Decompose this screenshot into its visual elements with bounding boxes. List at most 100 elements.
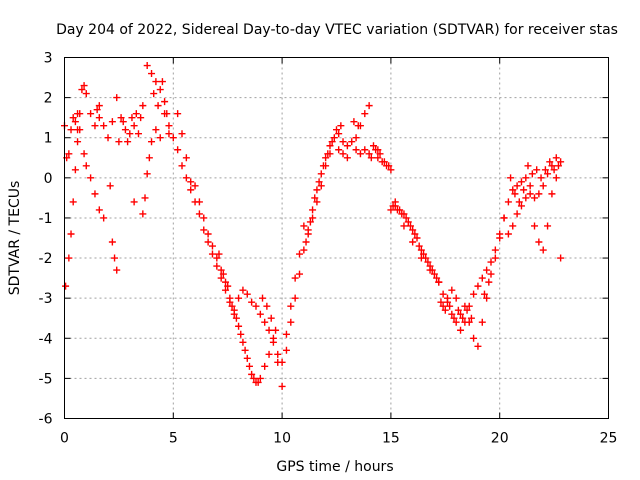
data-point [222, 286, 230, 294]
data-point [535, 190, 543, 198]
data-point [95, 102, 103, 110]
data-point [174, 146, 182, 154]
data-point [195, 210, 203, 218]
data-point [204, 230, 212, 238]
data-point [143, 170, 151, 178]
data-point [393, 206, 401, 214]
data-point [278, 358, 286, 366]
data-point [250, 374, 258, 382]
data-point [557, 254, 565, 262]
y-axis-title: SDTVAR / TECUs [7, 181, 23, 296]
data-point [69, 198, 77, 206]
grid [64, 57, 609, 419]
data-point [365, 150, 373, 158]
data-point [113, 266, 121, 274]
data-point [165, 130, 173, 138]
data-point [265, 326, 273, 334]
data-point [389, 202, 397, 210]
y-tick-label: 2 [44, 91, 53, 107]
data-point [287, 302, 295, 310]
data-point [191, 182, 199, 190]
data-point [557, 158, 565, 166]
data-point [361, 146, 369, 154]
data-point [522, 174, 530, 182]
data-point [302, 238, 310, 246]
data-point [398, 210, 406, 218]
data-point [261, 362, 269, 370]
data-point [62, 282, 70, 290]
data-point [483, 294, 491, 302]
data-point [261, 318, 269, 326]
x-tick-label: 0 [60, 431, 69, 447]
data-point [256, 310, 264, 318]
data-point [169, 134, 177, 142]
data-point [470, 334, 478, 342]
data-point [552, 174, 560, 182]
data-point [139, 210, 147, 218]
data-point [219, 270, 227, 278]
data-point [313, 186, 321, 194]
data-point [470, 290, 478, 298]
data-point [554, 162, 562, 170]
data-point [404, 218, 412, 226]
data-point [309, 206, 317, 214]
data-point [263, 302, 271, 310]
data-point [439, 290, 447, 298]
data-point [531, 222, 539, 230]
data-point [387, 166, 395, 174]
data-point [111, 254, 119, 262]
data-point [296, 250, 304, 258]
data-point [174, 110, 182, 118]
data-point [256, 374, 264, 382]
data-point [335, 130, 343, 138]
data-point [526, 190, 534, 198]
data-point [348, 138, 356, 146]
data-point [365, 102, 373, 110]
data-point [282, 330, 290, 338]
data-point [406, 222, 414, 230]
data-point [356, 150, 364, 158]
data-point [213, 262, 221, 270]
data-point [82, 162, 90, 170]
y-tick-label: 3 [44, 51, 53, 67]
data-point [483, 266, 491, 274]
data-point [156, 134, 164, 142]
data-point [254, 378, 262, 386]
x-tick-label: 15 [382, 431, 400, 447]
data-point [511, 190, 519, 198]
y-tick-label: -3 [39, 291, 53, 307]
data-point [126, 130, 134, 138]
data-point [187, 186, 195, 194]
data-point [541, 166, 549, 174]
data-point [517, 178, 525, 186]
data-point [69, 114, 77, 122]
data-point [515, 198, 523, 206]
data-point [528, 170, 536, 178]
data-point [339, 138, 347, 146]
data-point [548, 190, 556, 198]
data-point [87, 110, 95, 118]
data-point [224, 282, 232, 290]
data-point [504, 198, 512, 206]
data-point [315, 178, 323, 186]
data-point [420, 250, 428, 258]
data-point [417, 254, 425, 262]
data-point [441, 306, 449, 314]
data-point [313, 198, 321, 206]
data-point [245, 362, 253, 370]
data-point [533, 166, 541, 174]
data-point [452, 318, 460, 326]
data-point [74, 110, 82, 118]
data-point [463, 306, 471, 314]
data-point [230, 306, 238, 314]
data-point [448, 310, 456, 318]
data-point [163, 110, 171, 118]
x-tick-label: 25 [600, 431, 618, 447]
data-point [165, 122, 173, 130]
data-point [217, 274, 225, 282]
data-point [200, 214, 208, 222]
data-point [100, 214, 108, 222]
data-point [87, 174, 95, 182]
data-point [93, 106, 101, 114]
data-point [409, 238, 417, 246]
